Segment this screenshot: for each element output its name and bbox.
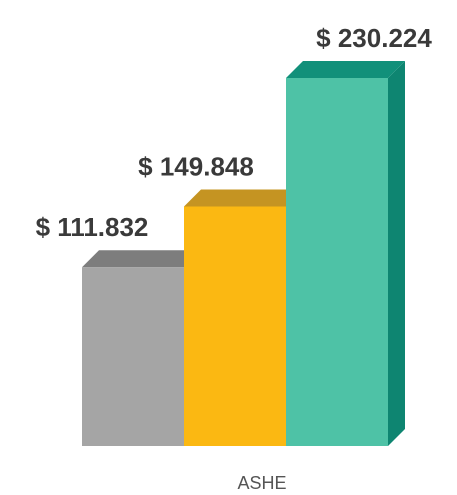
bar-1 (82, 250, 201, 446)
bars-layer (82, 61, 405, 446)
bar-1-front (82, 267, 184, 446)
bar-1-value-label: $ 111.832 (36, 212, 149, 242)
bar-2-top (184, 189, 303, 207)
bar-2 (184, 189, 303, 446)
bar-3-value-label: $ 230.224 (316, 23, 432, 53)
bar-3-top (286, 61, 405, 78)
bar-2-value-label: $ 149.848 (138, 151, 254, 181)
bar-2-front (184, 206, 286, 446)
bar-3 (286, 61, 405, 446)
bar-3-side (388, 61, 405, 446)
x-category-label: ASHE (237, 473, 286, 493)
labels-layer: $ 111.832 $ 149.848 $ 230.224 (36, 23, 433, 242)
bar-1-top (82, 250, 201, 268)
bar-3-front (286, 78, 388, 446)
